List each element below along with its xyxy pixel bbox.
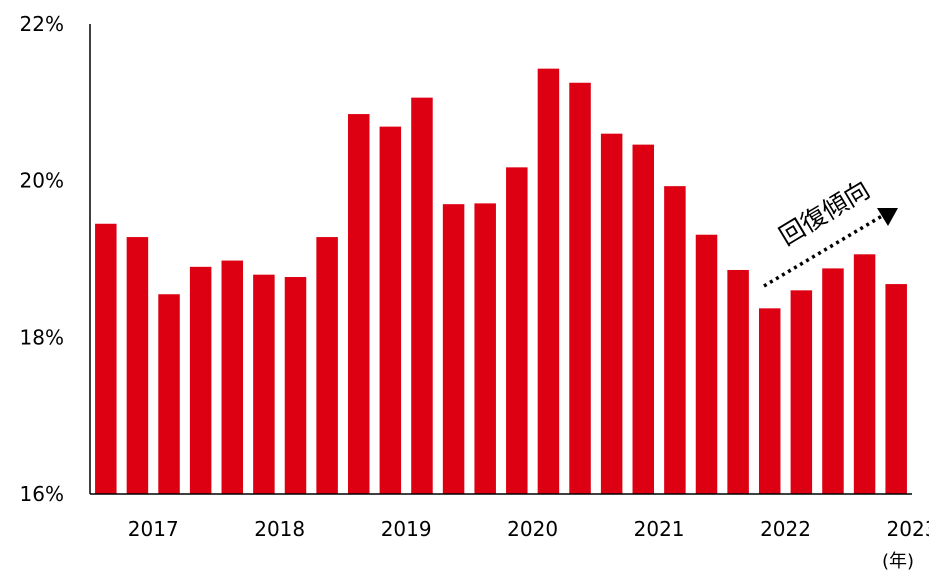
bar-14 — [506, 167, 528, 494]
y-tick-label: 16% — [20, 482, 64, 506]
x-unit-label: (年) — [882, 551, 914, 572]
x-tick-label: 2020 — [507, 517, 558, 541]
bar-18 — [632, 144, 655, 494]
x-tick-label: 2022 — [760, 517, 811, 541]
y-tick-label: 22% — [20, 12, 64, 36]
x-tick-label: 2018 — [254, 517, 305, 541]
bar-13 — [474, 203, 496, 494]
annotation-label: 回復傾向 — [774, 175, 875, 251]
y-tick-label: 20% — [20, 169, 64, 193]
bar-25 — [853, 254, 876, 494]
trend-arrow-line — [763, 214, 883, 288]
bar-9 — [347, 114, 370, 494]
bar-5 — [221, 260, 244, 494]
bar-17 — [600, 133, 623, 495]
bar-10 — [379, 126, 402, 495]
bar-22 — [758, 308, 781, 494]
x-tick-label: 2017 — [128, 517, 179, 541]
y-tick-label: 18% — [20, 325, 64, 349]
bar-24 — [822, 268, 844, 494]
bars-group — [95, 68, 907, 495]
y-tick-labels: 16% 18% 20% 22% — [20, 12, 64, 506]
bar-3 — [158, 294, 180, 494]
x-tick-label: 2019 — [381, 517, 432, 541]
bar-12 — [442, 204, 465, 495]
x-tick-label: 2023 — [887, 517, 929, 541]
bar-4 — [189, 266, 212, 494]
x-tick-label: 2021 — [634, 517, 685, 541]
bar-19 — [664, 186, 686, 494]
bar-7 — [284, 277, 307, 494]
x-tick-labels: 2017 2018 2019 2020 2021 2022 2023 — [128, 517, 929, 541]
bar-8 — [316, 237, 338, 494]
bar-6 — [253, 274, 275, 494]
bar-20 — [695, 234, 718, 494]
bar-11 — [411, 97, 433, 494]
bar-2 — [126, 237, 149, 494]
bar-1 — [95, 223, 117, 494]
bar-23 — [790, 290, 813, 494]
trend-arrow-head — [877, 208, 898, 226]
bar-16 — [569, 82, 591, 494]
bar-26 — [885, 284, 907, 494]
bar-15 — [537, 68, 560, 495]
bar-21 — [727, 269, 749, 494]
